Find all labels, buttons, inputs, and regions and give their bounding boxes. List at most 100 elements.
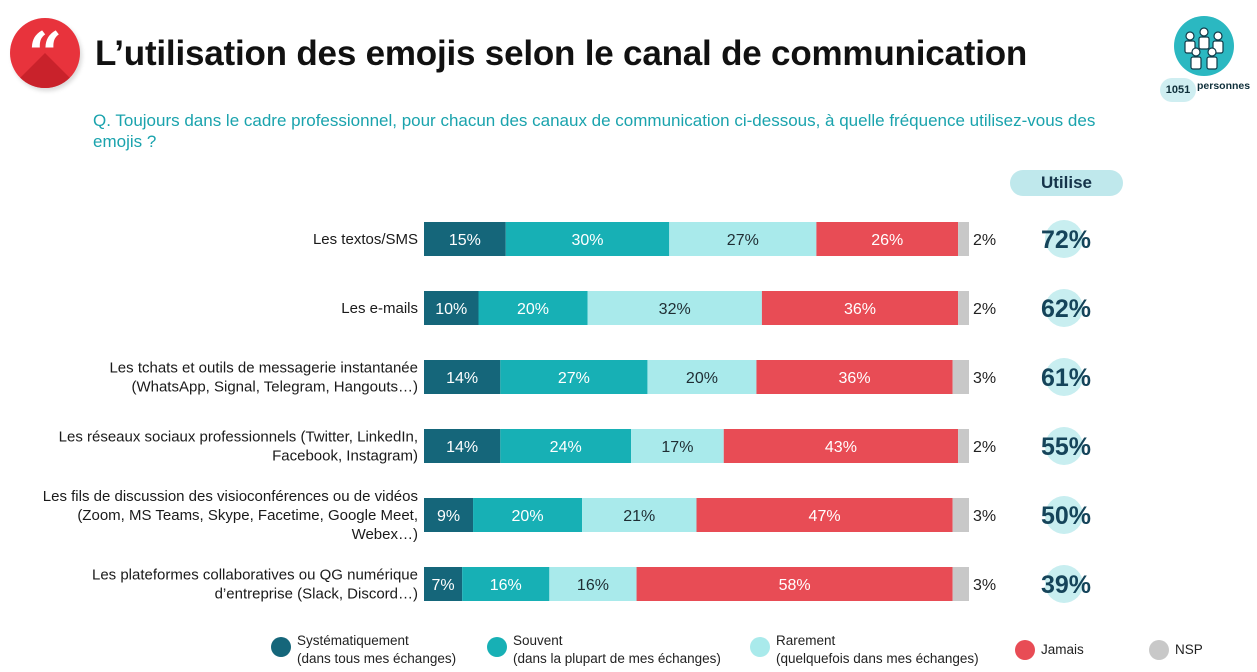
- bar-segment-systematiquement: [424, 567, 463, 601]
- category-label-line: (Zoom, MS Teams, Skype, Facetime, Google…: [77, 507, 418, 524]
- category-label-line: Les textos/SMS: [313, 231, 418, 248]
- bar-segment-souvent: [478, 291, 588, 325]
- legend-label: Systématiquement (dans tous mes échanges): [297, 632, 456, 668]
- category-label-line: Les tchats et outils de messagerie insta…: [109, 360, 418, 377]
- data-label-jamais: 36%: [844, 301, 876, 318]
- legend-label-main: Systématiquement: [297, 633, 409, 648]
- utilise-circle: [1045, 565, 1083, 603]
- bar-segment-systematiquement: [424, 429, 501, 463]
- respondents-unit: personnes: [1197, 80, 1251, 92]
- data-label-souvent: 20%: [517, 301, 549, 318]
- utilise-circle: [1045, 496, 1083, 534]
- category-label-line: Webex…): [352, 526, 418, 543]
- legend-label-sub: (dans tous mes échanges): [297, 651, 457, 666]
- category-label-line: Les plateformes collaboratives ou QG num…: [92, 567, 418, 584]
- data-label-souvent: 27%: [558, 370, 590, 387]
- page-title: L’utilisation des emojis selon le canal …: [95, 34, 1028, 73]
- bar-segment-systematiquement: [424, 360, 501, 394]
- legend-swatch: [1149, 640, 1169, 660]
- utilise-header: Utilise: [1010, 170, 1123, 196]
- legend-label: Jamais: [1041, 642, 1084, 657]
- bar-segment-systematiquement: [424, 498, 474, 532]
- bar-segment-rarement: [582, 498, 697, 532]
- bar-segment-rarement: [549, 567, 637, 601]
- legend-swatch: [271, 637, 291, 657]
- legend-label: NSP: [1175, 642, 1203, 657]
- legend-swatch: [750, 637, 770, 657]
- bar-segment-souvent: [500, 429, 632, 463]
- legend-label-main: Rarement: [776, 633, 836, 648]
- utilise-value: 50%: [1041, 502, 1091, 530]
- utilise-circle: [1045, 427, 1083, 465]
- data-label-souvent: 30%: [571, 232, 603, 249]
- stacked-bar-chart: Les textos/SMS 15% 30% 27% 26% 2% 72% Les e-mai…: [43, 220, 1091, 603]
- data-label-nsp: 3%: [973, 577, 996, 594]
- data-label-jamais: 47%: [809, 508, 841, 525]
- data-label-rarement: 32%: [659, 301, 691, 318]
- bar-segment-nsp: [952, 567, 969, 601]
- people-group-icon: [1174, 16, 1234, 76]
- bar-segment-jamais: [696, 498, 953, 532]
- data-label-souvent: 16%: [490, 577, 522, 594]
- survey-question: Q. Toujours dans le cadre professionnel,…: [93, 111, 1096, 151]
- legend-label: Rarement (quelquefois dans mes échanges): [776, 632, 979, 668]
- data-label-jamais: 58%: [779, 577, 811, 594]
- data-label-jamais: 36%: [839, 370, 871, 387]
- bar-segment-jamais: [816, 222, 959, 256]
- data-label-systematiquement: 14%: [446, 439, 478, 456]
- legend-label-sub: (dans la plupart de mes échanges): [513, 651, 721, 666]
- category-label-line: Facebook, Instagram): [272, 448, 418, 465]
- bar-segment-souvent: [500, 360, 648, 394]
- bar-segment-systematiquement: [424, 291, 479, 325]
- data-label-rarement: 21%: [623, 508, 655, 525]
- category-label-line: (WhatsApp, Signal, Telegram, Hangouts…): [131, 379, 418, 396]
- respondents-count: 1051: [1160, 78, 1196, 102]
- data-label-systematiquement: 10%: [435, 301, 467, 318]
- bar-segment-souvent: [505, 222, 670, 256]
- legend-label-sub: (quelquefois dans mes échanges): [776, 651, 979, 666]
- category-label-line: d’entreprise (Slack, Discord…): [215, 586, 418, 603]
- bar-segment-souvent: [473, 498, 583, 532]
- data-label-jamais: 26%: [871, 232, 903, 249]
- bar-segment-rarement: [669, 222, 817, 256]
- utilise-value: 72%: [1041, 226, 1091, 254]
- utilise-value: 62%: [1041, 295, 1091, 323]
- legend: Systématiquement (dans tous mes échanges)…: [0, 630, 1257, 672]
- category-label-line: Les e-mails: [341, 300, 418, 317]
- bar-segment-rarement: [631, 429, 724, 463]
- utilise-circle: [1045, 289, 1083, 327]
- bar-segment-systematiquement: [424, 222, 506, 256]
- data-label-nsp: 3%: [973, 508, 996, 525]
- data-label-systematiquement: 7%: [432, 577, 455, 594]
- utilise-circle: [1045, 220, 1083, 258]
- bar-segment-nsp: [958, 429, 969, 463]
- data-label-rarement: 17%: [661, 439, 693, 456]
- legend-label: Souvent (dans la plupart de mes échanges): [513, 632, 721, 668]
- bar-segment-rarement: [647, 360, 757, 394]
- data-label-systematiquement: 9%: [437, 508, 460, 525]
- data-label-nsp: 3%: [973, 370, 996, 387]
- data-label-jamais: 43%: [825, 439, 857, 456]
- utilise-value: 55%: [1041, 433, 1091, 461]
- category-label-line: Les fils de discussion des visioconféren…: [43, 488, 418, 505]
- data-label-nsp: 2%: [973, 301, 996, 318]
- legend-swatch: [487, 637, 507, 657]
- bar-segment-nsp: [952, 360, 969, 394]
- bar-segment-jamais: [761, 291, 959, 325]
- bar-segment-rarement: [587, 291, 762, 325]
- data-label-rarement: 16%: [577, 577, 609, 594]
- data-label-rarement: 27%: [727, 232, 759, 249]
- bar-segment-nsp: [952, 498, 969, 532]
- bar-segment-jamais: [756, 360, 953, 394]
- data-label-souvent: 24%: [550, 439, 582, 456]
- bar-segment-nsp: [958, 222, 969, 256]
- quote-badge-icon: “: [10, 18, 80, 88]
- data-label-nsp: 2%: [973, 439, 996, 456]
- data-label-rarement: 20%: [686, 370, 718, 387]
- legend-swatch: [1015, 640, 1035, 660]
- bar-segment-nsp: [958, 291, 969, 325]
- bar-segment-jamais: [636, 567, 953, 601]
- respondents-badge: 1051 personnes: [1158, 14, 1254, 102]
- bar-segment-jamais: [723, 429, 959, 463]
- utilise-value: 61%: [1041, 364, 1091, 392]
